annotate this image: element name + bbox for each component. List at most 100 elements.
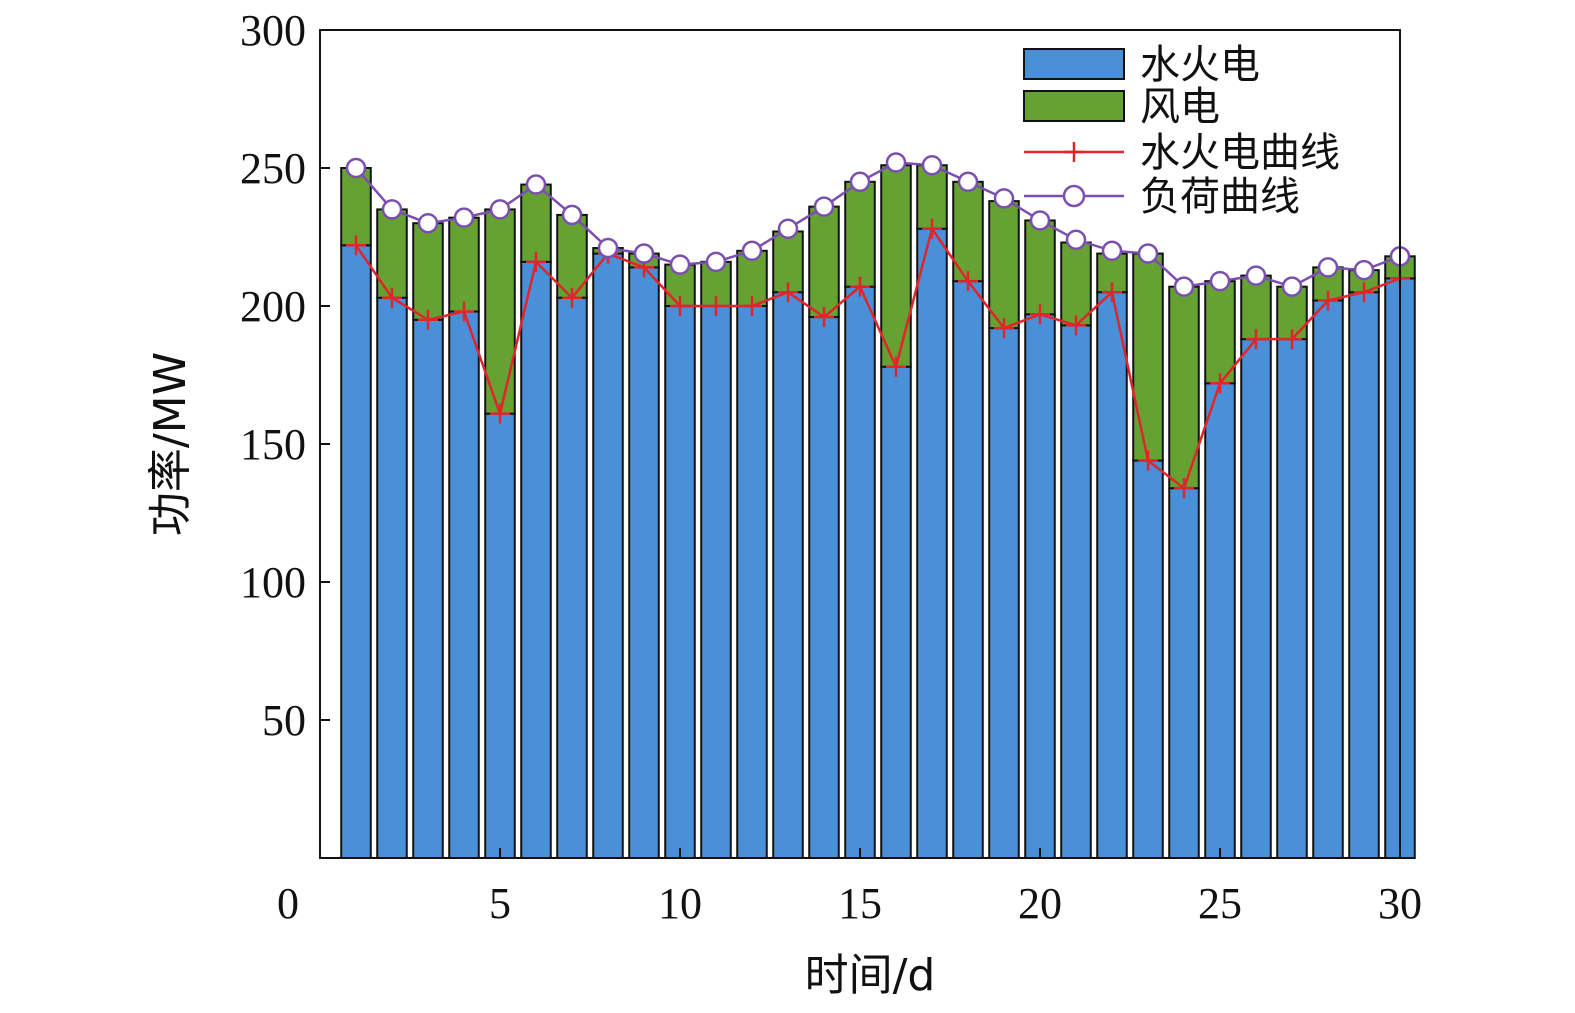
hydro-thermal-curve-point-6 [526, 251, 546, 272]
lines-layer [345, 152, 1411, 499]
x-axis-title: 时间/d [805, 950, 936, 1001]
bar-wind-25 [1204, 280, 1236, 385]
load-curve-point-6 [525, 174, 547, 195]
bar-hydro-thermal-18 [952, 280, 984, 860]
hydro-thermal-curve-point-5 [490, 403, 510, 424]
bar-hydro-thermal-4 [448, 310, 480, 859]
bar-wind-19 [988, 200, 1020, 330]
bar-wind-4 [448, 216, 480, 313]
hydro-thermal-curve-point-18 [958, 271, 978, 292]
bar-hydro-thermal-24 [1168, 487, 1200, 859]
y-tick-label-50: 50 [262, 696, 306, 745]
bar-hydro-thermal-13 [772, 291, 804, 859]
hydro-thermal-curve-line [354, 225, 1401, 491]
load-curve-point-21 [1065, 229, 1087, 251]
hydro-thermal-curve-point-12 [742, 296, 762, 316]
bar-hydro-thermal-8 [592, 252, 624, 859]
load-curve-point-17 [921, 154, 943, 176]
load-curve-point-28 [1317, 257, 1339, 278]
y-tick-label-250: 250 [240, 144, 306, 193]
bar-hydro-thermal-25 [1204, 382, 1236, 859]
load-curve-point-24 [1173, 276, 1195, 297]
load-curve-point-16 [885, 152, 907, 173]
bar-hydro-thermal-20 [1024, 313, 1056, 859]
hydro-thermal-curve-point-20 [1030, 304, 1050, 325]
load-curve-point-26 [1245, 265, 1267, 286]
tick-layer: 50 100 150 200 250 300 0 5 10 15 20 25 30 [240, 6, 1422, 928]
load-curve-point-2 [381, 199, 403, 220]
legend-marker-load-curve [1062, 184, 1086, 208]
x-tick-label-20: 20 [1018, 879, 1062, 928]
load-curve-point-7 [561, 204, 583, 226]
y-tick-label-100: 100 [240, 558, 306, 607]
bar-wind-5 [484, 208, 516, 415]
bar-hydro-thermal-3 [412, 318, 444, 859]
legend-marker-hydro-thermal-curve [1064, 142, 1084, 162]
load-curve-point-3 [417, 212, 439, 234]
hydro-thermal-curve-point-10 [670, 296, 690, 316]
hydro-thermal-curve-point-29 [1354, 282, 1374, 303]
bar-hydro-thermal-26 [1240, 338, 1272, 859]
load-curve-point-15 [849, 171, 871, 193]
y-tick-label-200: 200 [240, 282, 306, 331]
legend-label-hydro-thermal: 水火电 [1140, 42, 1260, 88]
hydro-thermal-curve-point-25 [1210, 373, 1230, 394]
load-curve-point-8 [597, 237, 619, 259]
hydro-thermal-curve-point-22 [1102, 282, 1122, 303]
bar-hydro-thermal-11 [700, 305, 732, 859]
bar-wind-23 [1132, 252, 1164, 462]
bar-hydro-thermal-2 [376, 296, 408, 860]
x-tick-label-10: 10 [658, 879, 702, 928]
hydro-thermal-curve-point-3 [418, 309, 438, 330]
hydro-thermal-curve-point-24 [1174, 478, 1194, 499]
bar-wind-6 [520, 183, 552, 263]
bar-hydro-thermal-22 [1096, 291, 1128, 859]
hydro-thermal-curve-point-7 [562, 287, 582, 308]
hydro-thermal-curve-point-28 [1318, 290, 1338, 311]
hydro-thermal-curve-point-13 [778, 282, 798, 303]
load-curve-point-9 [633, 243, 655, 264]
x-tick-label-25: 25 [1198, 879, 1242, 928]
y-tick-label-150: 150 [240, 420, 306, 469]
bar-wind-15 [844, 180, 876, 288]
legend-label-wind: 风电 [1140, 84, 1220, 130]
load-curve-point-29 [1353, 259, 1375, 281]
bar-hydro-thermal-16 [880, 365, 912, 859]
hydro-thermal-curve-point-1 [346, 235, 366, 256]
y-axis-title: 功率/MW [145, 352, 196, 536]
bar-hydro-thermal-7 [556, 296, 588, 860]
hydro-thermal-curve-point-4 [454, 301, 474, 322]
load-curve-point-27 [1281, 276, 1303, 297]
legend-swatch-hydro-thermal [1023, 48, 1125, 80]
bar-hydro-thermal-5 [484, 412, 516, 859]
x-tick-label-5: 5 [489, 879, 511, 928]
y-tick-label-300: 300 [240, 6, 306, 55]
bar-wind-14 [808, 205, 840, 319]
hydro-thermal-curve-point-23 [1138, 450, 1158, 471]
bar-hydro-thermal-15 [844, 285, 876, 859]
legend-label-load-curve: 负荷曲线 [1140, 174, 1300, 220]
bar-hydro-thermal-19 [988, 327, 1020, 859]
x-tick-label-15: 15 [838, 879, 882, 928]
bar-wind-3 [412, 222, 444, 321]
load-curve-point-4 [453, 207, 475, 228]
bar-hydro-thermal-9 [628, 266, 660, 859]
bar-hydro-thermal-21 [1060, 324, 1092, 859]
x-tick-label-0: 0 [277, 879, 299, 928]
hydro-thermal-curve-point-26 [1246, 329, 1266, 350]
hydro-thermal-curve-point-19 [994, 318, 1014, 339]
load-curve-point-14 [813, 196, 835, 217]
x-tick-label-30: 30 [1378, 879, 1422, 928]
bar-hydro-thermal-27 [1276, 338, 1308, 859]
load-curve-point-18 [957, 171, 979, 193]
load-curve-point-23 [1137, 243, 1159, 264]
hydro-thermal-curve-point-15 [850, 276, 870, 297]
bar-hydro-thermal-29 [1348, 291, 1380, 859]
load-curve-point-20 [1029, 210, 1051, 231]
bar-hydro-thermal-14 [808, 316, 840, 860]
load-curve-point-1 [345, 157, 367, 179]
bar-hydro-thermal-1 [340, 244, 372, 859]
load-curve-point-10 [669, 254, 691, 275]
